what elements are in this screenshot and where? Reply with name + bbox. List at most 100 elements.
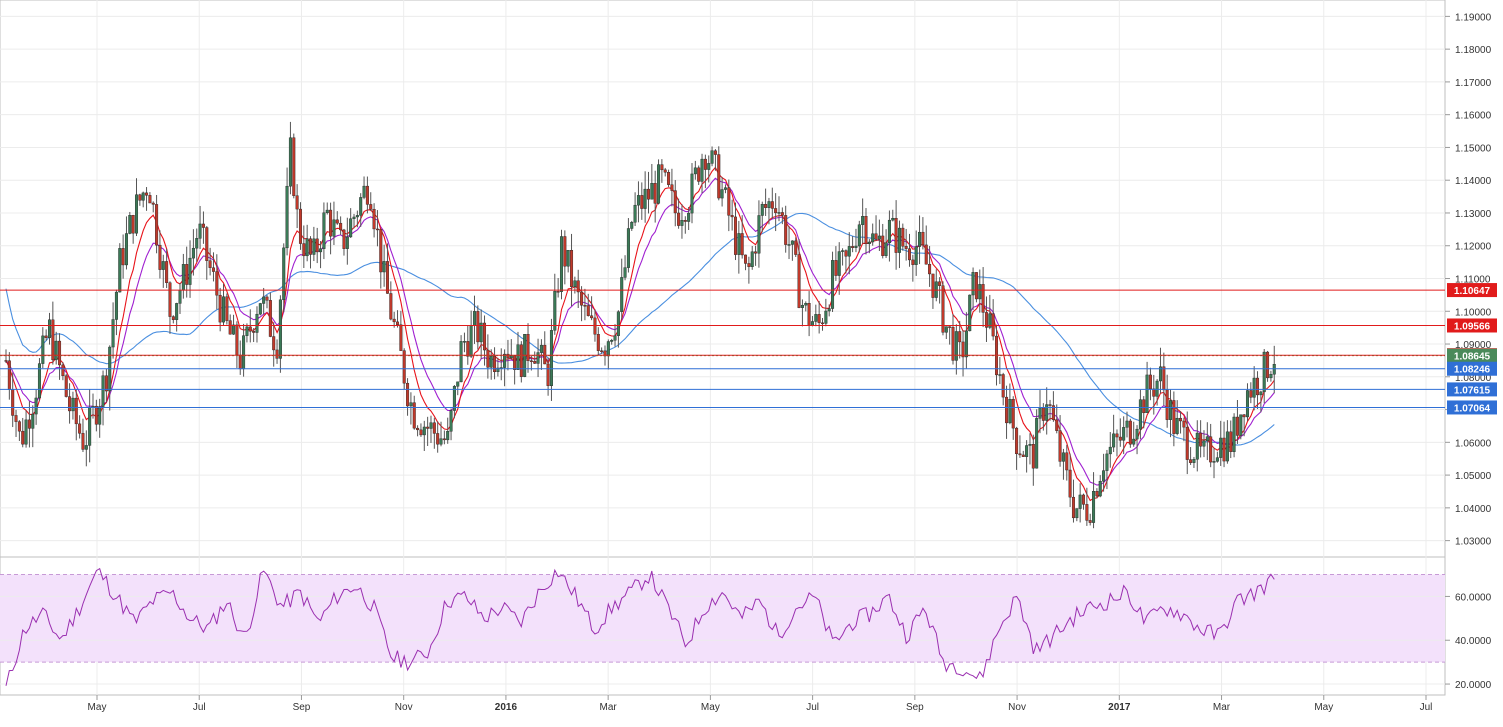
candle-up (1092, 491, 1096, 523)
candle-down (1058, 430, 1062, 462)
candle-down (740, 233, 744, 256)
candle-down (593, 317, 597, 335)
candle-down (1048, 404, 1052, 406)
candle-up (1169, 400, 1173, 420)
candle-up (566, 250, 570, 267)
candle-up (1132, 438, 1136, 445)
candle-down (817, 314, 821, 324)
candle-down (1162, 366, 1166, 391)
candle-up (626, 228, 630, 268)
candle-up (255, 313, 259, 333)
candle-down (646, 188, 650, 200)
candle-up (559, 236, 563, 292)
candle-up (245, 326, 249, 336)
time-tick-label: Nov (395, 702, 413, 713)
candle-up (456, 381, 460, 387)
candle-up (285, 185, 289, 249)
candle-down (974, 272, 978, 300)
candle-down (924, 244, 928, 265)
candle-up (422, 426, 426, 436)
candle-up (459, 341, 463, 383)
candle-up (767, 201, 771, 208)
candle-up (1202, 440, 1206, 447)
candle-down (713, 150, 717, 155)
candle-down (991, 313, 995, 337)
candle-up (1225, 431, 1229, 462)
candle-down (653, 183, 657, 204)
candle-up (472, 311, 476, 326)
candle-up (1269, 374, 1273, 379)
candle-down (165, 261, 169, 283)
candle-down (168, 282, 172, 317)
candle-down (292, 137, 296, 196)
candle-down (1142, 399, 1146, 414)
candle-down (747, 263, 751, 267)
candle-up (71, 397, 75, 412)
candle-up (124, 233, 128, 266)
candle-up (128, 215, 132, 234)
candle-down (697, 167, 701, 182)
candle-down (1222, 437, 1226, 462)
candle-down (1185, 426, 1189, 460)
candle-up (319, 248, 323, 253)
candle-down (744, 254, 748, 264)
candle-up (1105, 453, 1109, 471)
candle-up (242, 335, 246, 370)
candle-up (222, 296, 226, 323)
price-tick-label: 1.08000 (1455, 373, 1492, 384)
candle-up (1108, 446, 1112, 455)
rsi-line (5, 567, 1275, 686)
candle-down (717, 154, 721, 199)
price-tick-label: 1.10000 (1455, 307, 1492, 318)
candle-down (1199, 432, 1203, 447)
candle-down (1055, 419, 1059, 431)
candle-down (315, 238, 319, 253)
candle-down (201, 223, 205, 228)
time-tick-label: Mar (600, 702, 618, 713)
candle-up (322, 212, 326, 249)
candle-down (1189, 459, 1193, 463)
candle-down (1041, 407, 1045, 421)
price-tick-label: 1.19000 (1455, 12, 1492, 23)
candle-up (968, 294, 972, 332)
candle-down (436, 433, 440, 445)
candle-down (677, 212, 681, 226)
candle-up (1035, 418, 1039, 469)
candle-down (295, 195, 299, 210)
candle-down (385, 261, 389, 294)
candle-up (355, 215, 359, 218)
candle-down (580, 291, 584, 306)
candle-down (205, 227, 209, 261)
candle-up (831, 260, 835, 309)
price-axis-ticks: 1.19000 1.18000 1.17000 1.16000 1.15000 1.140… (1445, 12, 1492, 548)
candle-up (282, 247, 286, 301)
candle-up (1078, 494, 1082, 509)
candle-down (583, 305, 587, 307)
price-tick-label: 1.03000 (1455, 537, 1492, 548)
candle-up (633, 204, 637, 223)
candle-down (272, 336, 276, 351)
candle-up (469, 325, 473, 357)
time-tick-label: May (88, 702, 107, 713)
candle-down (1128, 420, 1132, 445)
candle-up (1135, 428, 1139, 440)
ema-mid-line (5, 177, 1275, 486)
candle-down (1051, 405, 1055, 420)
candle-down (596, 334, 600, 351)
candle-down (1021, 454, 1025, 457)
candle-down (911, 259, 915, 265)
candle-down (171, 316, 175, 320)
candle-down (931, 273, 935, 298)
candle-down (874, 233, 878, 240)
candle-down (981, 284, 985, 313)
candle-down (1015, 427, 1019, 455)
candle-up (181, 264, 185, 291)
candle-up (1008, 399, 1012, 424)
candle-down (329, 209, 333, 237)
candle-down (483, 322, 487, 351)
candle-up (636, 195, 640, 206)
candle-down (68, 396, 72, 412)
candle-down (1095, 491, 1099, 497)
candle-down (1011, 399, 1015, 429)
